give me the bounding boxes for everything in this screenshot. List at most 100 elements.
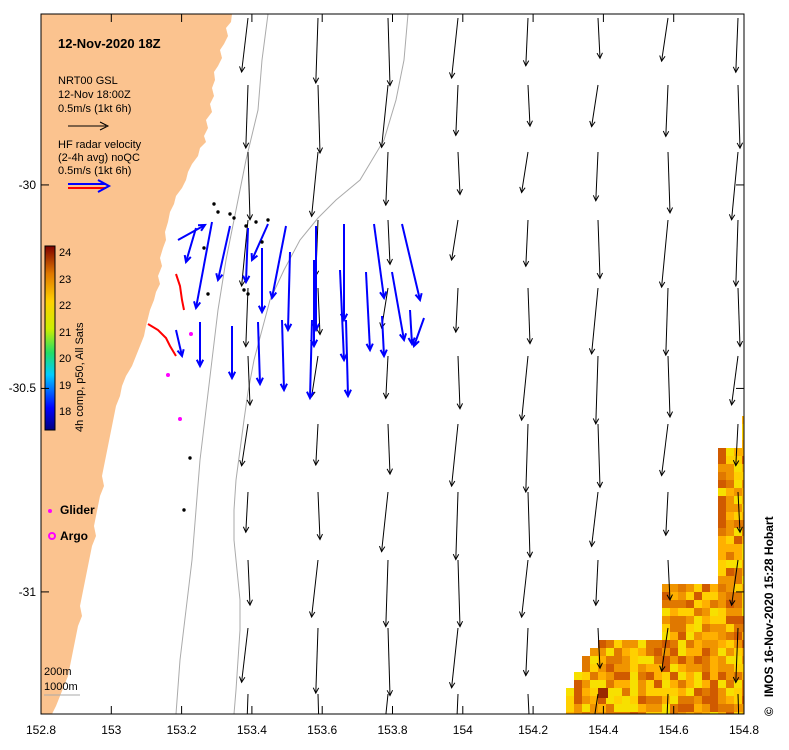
- model-vector: [378, 491, 389, 553]
- sst-cell: [742, 520, 744, 528]
- sst-cell: [614, 648, 622, 656]
- sst-cell: [742, 496, 744, 504]
- radar-vector: [269, 225, 287, 301]
- radar-vector: [279, 319, 288, 393]
- glider-track-south: [147, 323, 177, 357]
- model-vector: [385, 693, 389, 714]
- sst-cell: [598, 704, 606, 712]
- y-tick-label: -30: [18, 177, 36, 192]
- sst-cell: [726, 664, 734, 672]
- sst-cell: [638, 648, 646, 656]
- glider-track-north: [175, 273, 185, 311]
- model-vector: [448, 627, 459, 689]
- sst-cell: [574, 680, 582, 688]
- sst-cell: [702, 680, 710, 688]
- sst-cell: [662, 680, 670, 688]
- model-vector: [519, 559, 529, 619]
- sst-cell: [718, 680, 726, 688]
- sst-cell: [662, 608, 670, 616]
- sst-cell: [726, 608, 734, 616]
- colorbar: [44, 245, 56, 431]
- sst-cell: [702, 600, 710, 608]
- sst-cell: [726, 528, 734, 536]
- sst-cell: [726, 680, 734, 688]
- radar-vector: [306, 319, 315, 401]
- sst-cell: [654, 696, 662, 704]
- sst-cell: [702, 584, 710, 592]
- model-vector: [242, 491, 250, 534]
- sst-cell: [718, 584, 726, 592]
- sst-cell: [742, 696, 744, 704]
- sst-cell: [678, 592, 686, 600]
- sst-cell: [710, 600, 718, 608]
- sst-cell: [598, 640, 606, 648]
- sst-cell: [678, 608, 686, 616]
- sst-cell: [678, 600, 686, 608]
- model-vector: [732, 423, 740, 467]
- model-vector: [666, 151, 673, 215]
- sst-cell: [710, 704, 718, 712]
- y-tick-label: -30.5: [8, 381, 36, 396]
- x-tick-label: 153.4: [236, 723, 267, 737]
- sst-cell: [662, 696, 670, 704]
- sst-cell: [718, 600, 726, 608]
- sst-cell: [718, 512, 726, 520]
- radar-vector: [215, 225, 231, 283]
- sst-cell: [630, 696, 638, 704]
- sst-cell: [710, 624, 718, 632]
- sst-cell: [726, 560, 734, 568]
- sst-cell: [710, 616, 718, 624]
- sst-cell: [614, 640, 622, 648]
- sst-cell: [734, 600, 742, 608]
- model-vector: [729, 559, 739, 607]
- sst-cell: [726, 456, 734, 464]
- sst-cell: [598, 664, 606, 672]
- model-vector: [589, 491, 599, 548]
- sst-cell: [718, 648, 726, 656]
- sst-cell: [694, 624, 702, 632]
- sst-cell: [646, 640, 654, 648]
- sst-cell: [734, 480, 742, 488]
- sst-cell: [590, 656, 598, 664]
- sst-cell: [606, 664, 614, 672]
- sst-cell: [742, 552, 744, 560]
- sst-cell: [582, 704, 590, 712]
- sst-cell: [590, 712, 598, 714]
- sst-cell: [614, 680, 622, 688]
- sst-cell: [718, 488, 726, 496]
- sst-cell: [726, 504, 734, 512]
- sst-cell: [726, 688, 734, 696]
- sst-cell: [670, 584, 678, 592]
- sst-cell: [662, 688, 670, 696]
- sst-cell: [638, 672, 646, 680]
- sst-cell: [718, 608, 726, 616]
- sst-cell: [598, 672, 606, 680]
- sst-cell: [694, 608, 702, 616]
- radar-label-2: (2-4h avg) noQC: [58, 152, 140, 164]
- sst-cell: [726, 576, 734, 584]
- sst-cell: [686, 688, 694, 696]
- sst-cell: [726, 704, 734, 712]
- sst-cell: [742, 600, 744, 608]
- sst-cell: [718, 632, 726, 640]
- sst-cell: [670, 656, 678, 664]
- model-vector: [732, 17, 740, 74]
- sst-cell: [718, 504, 726, 512]
- sst-cell: [662, 672, 670, 680]
- model-vector: [246, 151, 254, 221]
- x-tick-label: 154.2: [518, 723, 549, 737]
- sst-cell: [718, 624, 726, 632]
- sst-cell: [678, 616, 686, 624]
- sst-cell: [606, 704, 614, 712]
- radar-vector: [339, 269, 348, 363]
- sst-cell: [606, 656, 614, 664]
- sst-cell: [606, 688, 614, 696]
- model-vector: [242, 84, 250, 150]
- sst-cell: [726, 448, 734, 456]
- sst-cell: [686, 632, 694, 640]
- sst-cell: [686, 656, 694, 664]
- model-vector: [588, 287, 599, 356]
- sst-cell: [670, 608, 678, 616]
- sst-cell: [742, 424, 744, 432]
- sst-cell: [726, 544, 734, 552]
